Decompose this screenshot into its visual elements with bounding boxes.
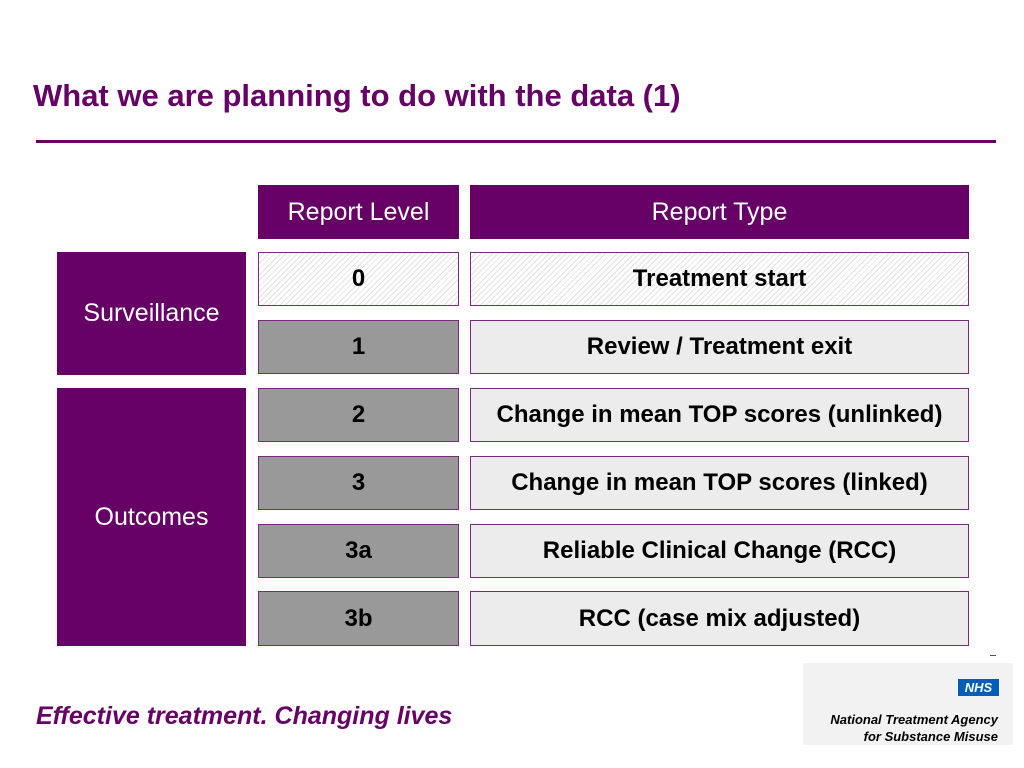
report-level-cell: 3b — [258, 591, 459, 646]
footer-tagline: Effective treatment. Changing lives — [36, 702, 453, 730]
header-report-level: Report Level — [258, 185, 459, 239]
report-type-cell: Review / Treatment exit — [470, 320, 969, 374]
report-level-cell: 0 — [258, 252, 459, 306]
header-report-type: Report Type — [470, 185, 969, 239]
report-type-cell: Change in mean TOP scores (unlinked) — [470, 388, 969, 442]
report-level-cell: 2 — [258, 388, 459, 442]
organisation-name: National Treatment Agency for Substance … — [830, 711, 998, 745]
category-surveillance: Surveillance — [57, 252, 246, 375]
report-level-cell: 3 — [258, 456, 459, 510]
organisation-name-line2: for Substance Misuse — [863, 729, 998, 744]
organisation-name-line1: National Treatment Agency — [830, 712, 998, 727]
nta-logo — [803, 663, 1013, 745]
report-level-cell: 3a — [258, 524, 459, 578]
report-level-cell: 1 — [258, 320, 459, 374]
decorative-tick — [990, 655, 996, 656]
page-title: What we are planning to do with the data… — [33, 78, 681, 113]
report-type-cell: Reliable Clinical Change (RCC) — [470, 524, 969, 578]
title-divider — [36, 140, 996, 143]
nhs-logo-icon: NHS — [958, 679, 999, 696]
report-type-cell: RCC (case mix adjusted) — [470, 591, 969, 646]
report-type-cell: Change in mean TOP scores (linked) — [470, 456, 969, 510]
report-type-cell: Treatment start — [470, 252, 969, 306]
category-outcomes: Outcomes — [57, 388, 246, 646]
